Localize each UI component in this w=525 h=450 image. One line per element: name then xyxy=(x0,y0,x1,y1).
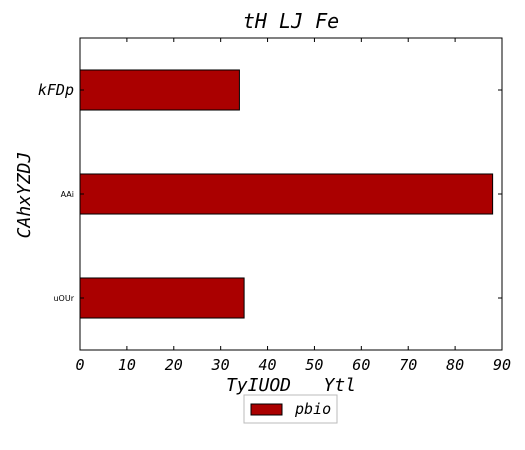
x-tick-label-40: 40 xyxy=(259,356,277,374)
x-tick-label-50: 50 xyxy=(305,356,323,374)
bar-AAi xyxy=(79,173,494,215)
bar-kFDp xyxy=(79,69,240,111)
bar-uOUr xyxy=(79,277,245,319)
legend-label: pbio xyxy=(294,400,331,418)
y-tick-label-kFDp: kFDp xyxy=(38,81,74,99)
x-tick-label-90: 90 xyxy=(493,356,511,374)
y-tick-label-AAi: AAi xyxy=(61,190,74,199)
x-axis-label: TyIUOD Ytl xyxy=(226,375,356,396)
x-tick-label-30: 30 xyxy=(211,356,230,374)
y-axis-label: CAhxYZDJ xyxy=(14,152,35,239)
ticks-layer: kFDp AAi uOUr 0 10 20 30 40 50 60 70 80 90 xyxy=(38,38,511,374)
x-tick-label-10: 10 xyxy=(118,356,136,374)
x-tick-label-70: 70 xyxy=(399,356,417,374)
chart-title: tH LJ Fe xyxy=(243,9,339,33)
plot-area-frame xyxy=(79,37,503,351)
bars-layer xyxy=(79,69,494,319)
y-tick-label-uOUr: uOUr xyxy=(53,294,74,303)
x-tick-label-0: 0 xyxy=(75,356,84,374)
legend: pbio xyxy=(243,394,338,424)
x-tick-label-60: 60 xyxy=(352,356,370,374)
legend-swatch xyxy=(250,403,283,416)
x-tick-label-20: 20 xyxy=(165,356,183,374)
x-tick-label-80: 80 xyxy=(446,356,464,374)
